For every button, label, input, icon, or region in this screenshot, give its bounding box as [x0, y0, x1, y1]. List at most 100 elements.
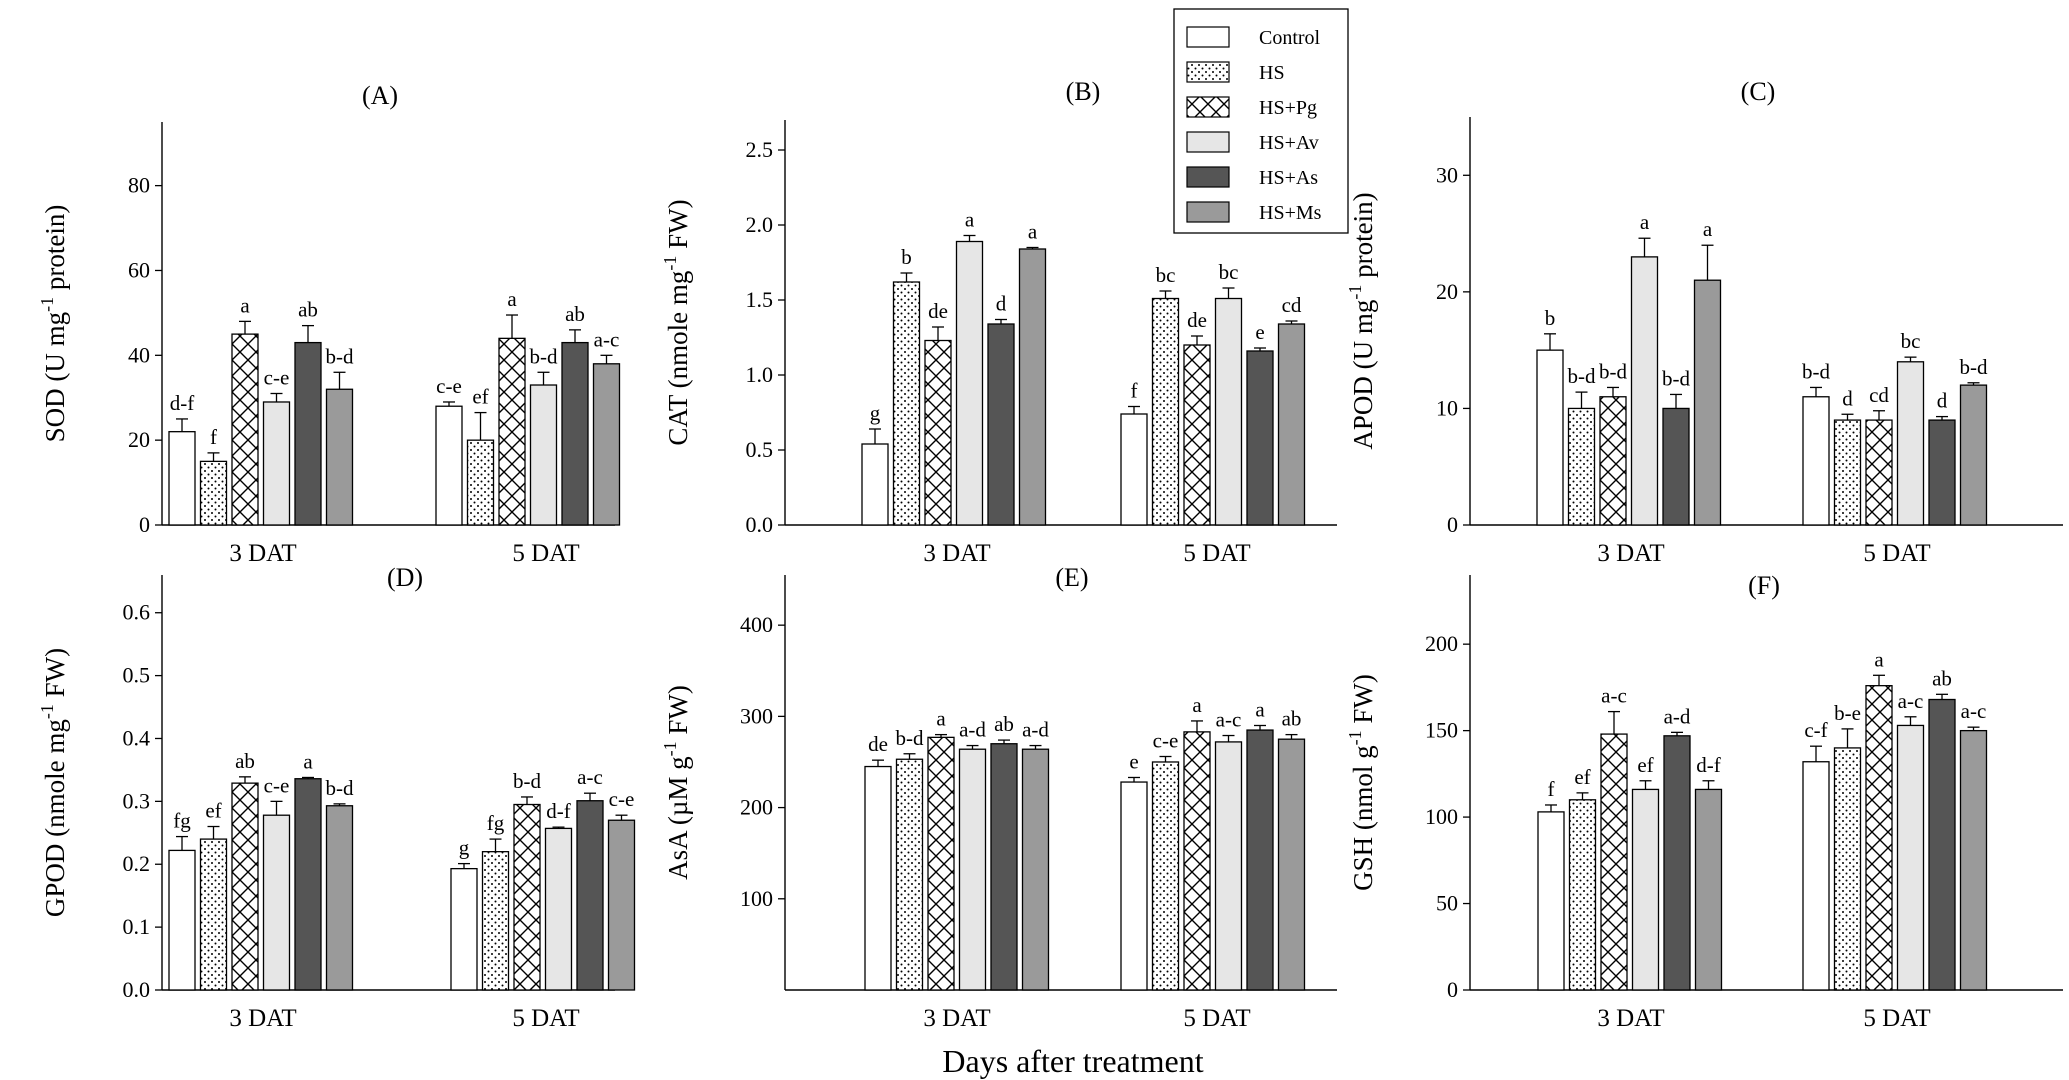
bar [1865, 685, 1893, 991]
group-label: 5 DAT [1183, 540, 1250, 567]
legend-label: HS+Pg [1259, 97, 1317, 119]
bar [1021, 748, 1050, 991]
y-tick-label: 0 [139, 512, 150, 537]
bar [958, 748, 987, 991]
legend-label: HS [1259, 62, 1285, 84]
bar [1018, 248, 1047, 526]
bar [498, 337, 526, 526]
y-tick-label: 80 [128, 173, 150, 198]
bar [1183, 731, 1211, 991]
bar [1536, 349, 1564, 526]
significance-letter: a [965, 208, 975, 232]
bar [1959, 384, 1988, 526]
bar [927, 736, 955, 991]
significance-letter: a-c [1216, 708, 1242, 732]
bar [1928, 419, 1956, 526]
y-tick-label: 400 [740, 612, 773, 637]
significance-letter: a [1874, 647, 1884, 671]
significance-letter: a [1640, 210, 1650, 234]
bar [592, 363, 621, 526]
y-tick-label: 300 [740, 703, 773, 728]
significance-letter: a-c [1898, 689, 1924, 713]
significance-letter: a [303, 749, 313, 773]
bar [1631, 788, 1660, 991]
bar [1600, 733, 1628, 991]
significance-letter: d-f [170, 391, 195, 415]
bar [1802, 396, 1830, 526]
significance-letter: c-e [264, 365, 290, 389]
bar [987, 323, 1015, 526]
significance-letter: f [1548, 777, 1555, 801]
bar [576, 800, 604, 991]
bar [990, 743, 1018, 991]
significance-letter: a-c [577, 765, 603, 789]
bar [1120, 413, 1148, 526]
bar [450, 867, 478, 991]
y-tick-label: 0 [1447, 512, 1458, 537]
group-label: 5 DAT [512, 540, 579, 567]
significance-letter: c-e [609, 787, 635, 811]
y-tick-label: 2.5 [746, 137, 774, 162]
bar [1246, 729, 1274, 991]
significance-letter: b-d [1960, 355, 1988, 379]
significance-letter: b [1545, 306, 1556, 330]
bar [1865, 419, 1893, 526]
legend-label: Control [1259, 27, 1321, 49]
bar [199, 838, 228, 991]
y-tick-label: 0.4 [123, 725, 151, 750]
y-tick-label: 150 [1425, 718, 1458, 743]
bar [1567, 407, 1596, 526]
panels-layer: 0 20 40 60 80 (A) SOD (U mg-1 protein) 3 DAT 5 D… [37, 77, 2063, 1032]
legend-swatch [1186, 61, 1230, 83]
bar [1277, 738, 1306, 991]
panel-f: 0 50 100 150 200 (F) GSH (nmol g-1 FW) 3 DAT 5 D… [1345, 571, 2063, 1032]
legend-label: HS+As [1259, 167, 1318, 189]
bar [1928, 698, 1956, 991]
bar [231, 782, 259, 991]
bar [895, 758, 924, 991]
significance-letter: a [1028, 220, 1038, 244]
significance-letter: a [1255, 697, 1265, 721]
y-tick-label: 0.2 [123, 851, 151, 876]
legend-swatch [1186, 131, 1230, 153]
bar [924, 339, 952, 526]
significance-letter: ab [1932, 666, 1952, 690]
bar [561, 341, 589, 526]
significance-letter: d [996, 292, 1007, 316]
bar [199, 460, 228, 526]
legend: Control HS HS+Pg HS+Av HS+As HS+Ms [1173, 8, 1349, 234]
y-axis-label: GSH (nmol g-1 FW) [1345, 674, 1378, 891]
significance-letter: a [240, 293, 250, 317]
group-label: 5 DAT [1863, 1005, 1930, 1032]
significance-letter: ef [205, 799, 221, 823]
y-axis-label: AsA (µM g-1 FW) [660, 685, 693, 880]
significance-letter: c-e [264, 773, 290, 797]
significance-letter: bc [1156, 263, 1176, 287]
group-label: 3 DAT [1597, 1005, 1664, 1032]
bar [892, 281, 921, 526]
legend-swatch [1186, 166, 1230, 188]
significance-letter: fg [487, 811, 505, 835]
bar [262, 401, 291, 526]
significance-letter: a [507, 287, 517, 311]
significance-letter: b-d [896, 726, 924, 750]
bar [1246, 350, 1274, 526]
y-tick-label: 60 [128, 257, 150, 282]
y-tick-label: 20 [1436, 279, 1458, 304]
y-tick-label: 0.0 [746, 512, 774, 537]
bar [861, 443, 889, 526]
significance-letter: a [936, 707, 946, 731]
y-tick-label: 30 [1436, 162, 1458, 187]
significance-letter: cd [1869, 383, 1889, 407]
group-label: 3 DAT [923, 1005, 990, 1032]
significance-letter: ab [235, 749, 255, 773]
legend-label: HS+Ms [1259, 202, 1322, 224]
bar [466, 439, 495, 526]
panel-title: (C) [1741, 77, 1776, 106]
x-axis-title: Days after treatment [942, 1043, 1203, 1079]
bar [294, 778, 322, 991]
bar [529, 384, 558, 526]
group-label: 5 DAT [1863, 540, 1930, 567]
significance-letter: c-e [436, 374, 462, 398]
